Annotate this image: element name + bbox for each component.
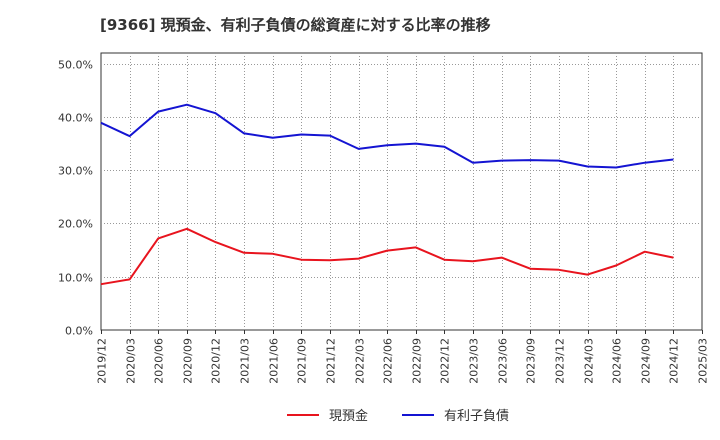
data-point bbox=[643, 250, 647, 254]
data-point bbox=[99, 121, 103, 125]
data-point bbox=[471, 161, 475, 165]
x-tick-label: 2023/03 bbox=[468, 338, 481, 384]
data-point bbox=[357, 257, 361, 261]
data-point bbox=[99, 282, 103, 286]
data-point bbox=[557, 159, 561, 163]
y-tick-label: 10.0% bbox=[58, 272, 93, 285]
data-point bbox=[414, 142, 418, 146]
x-tick-label: 2021/06 bbox=[268, 338, 281, 384]
x-tick-label: 2023/12 bbox=[554, 338, 567, 384]
data-point bbox=[528, 267, 532, 271]
x-tick-label: 2024/12 bbox=[668, 338, 681, 384]
y-tick-label: 40.0% bbox=[58, 112, 93, 125]
data-point bbox=[185, 103, 189, 107]
data-point bbox=[471, 259, 475, 263]
x-tick-label: 2020/06 bbox=[153, 338, 166, 384]
data-point bbox=[242, 251, 246, 255]
series-line-2 bbox=[100, 103, 674, 169]
data-point bbox=[128, 277, 132, 281]
data-point bbox=[614, 166, 618, 170]
x-tick-label: 2020/03 bbox=[125, 338, 138, 384]
x-tick-label: 2022/09 bbox=[411, 338, 424, 384]
data-point bbox=[614, 264, 618, 268]
data-point bbox=[156, 236, 160, 240]
data-point bbox=[328, 258, 332, 262]
plot-area-frame bbox=[100, 52, 703, 331]
x-tick-label: 2025/03 bbox=[697, 338, 710, 384]
data-point bbox=[299, 258, 303, 262]
x-tick-label: 2021/03 bbox=[239, 338, 252, 384]
data-point bbox=[528, 158, 532, 162]
y-tick-label: 20.0% bbox=[58, 218, 93, 231]
data-point bbox=[242, 131, 246, 135]
data-point bbox=[671, 256, 675, 260]
chart-title: [9366] 現預金、有利子負債の総資産に対する比率の推移 bbox=[100, 16, 491, 34]
data-point bbox=[586, 273, 590, 277]
data-point bbox=[500, 256, 504, 260]
data-point bbox=[214, 240, 218, 244]
data-point bbox=[671, 158, 675, 162]
legend-label: 現預金 bbox=[329, 408, 368, 424]
data-point bbox=[214, 111, 218, 115]
x-tick-label: 2024/03 bbox=[583, 338, 596, 384]
y-tick-label: 50.0% bbox=[58, 59, 93, 72]
x-tick-label: 2022/06 bbox=[382, 338, 395, 384]
data-point bbox=[185, 227, 189, 231]
data-point bbox=[299, 133, 303, 137]
data-point bbox=[586, 165, 590, 169]
data-point bbox=[328, 134, 332, 138]
data-point bbox=[128, 134, 132, 138]
data-point bbox=[385, 143, 389, 147]
data-point bbox=[271, 252, 275, 256]
x-tick-label: 2023/06 bbox=[497, 338, 510, 384]
data-point bbox=[500, 159, 504, 163]
data-point bbox=[442, 145, 446, 149]
x-tick-label: 2022/12 bbox=[439, 338, 452, 384]
data-point bbox=[271, 136, 275, 140]
series-line-1 bbox=[100, 227, 674, 286]
x-tick-label: 2023/09 bbox=[525, 338, 538, 384]
x-tick-label: 2020/12 bbox=[210, 338, 223, 384]
legend-label: 有利子負債 bbox=[444, 409, 509, 424]
data-point bbox=[557, 268, 561, 272]
x-tick-label: 2021/09 bbox=[296, 338, 309, 384]
x-tick-label: 2021/12 bbox=[325, 338, 338, 384]
data-point bbox=[156, 110, 160, 114]
data-point bbox=[442, 258, 446, 262]
data-point bbox=[643, 161, 647, 165]
x-tick-label: 2020/09 bbox=[182, 338, 195, 384]
x-tick-label: 2022/03 bbox=[354, 338, 367, 384]
x-tick-label: 2024/06 bbox=[611, 338, 624, 384]
data-point bbox=[385, 249, 389, 253]
data-point bbox=[414, 245, 418, 249]
y-tick-label: 0.0% bbox=[65, 325, 93, 338]
x-tick-label: 2024/09 bbox=[640, 338, 653, 384]
x-tick-label: 2019/12 bbox=[96, 338, 109, 384]
data-point bbox=[357, 147, 361, 151]
y-tick-label: 30.0% bbox=[58, 165, 93, 178]
